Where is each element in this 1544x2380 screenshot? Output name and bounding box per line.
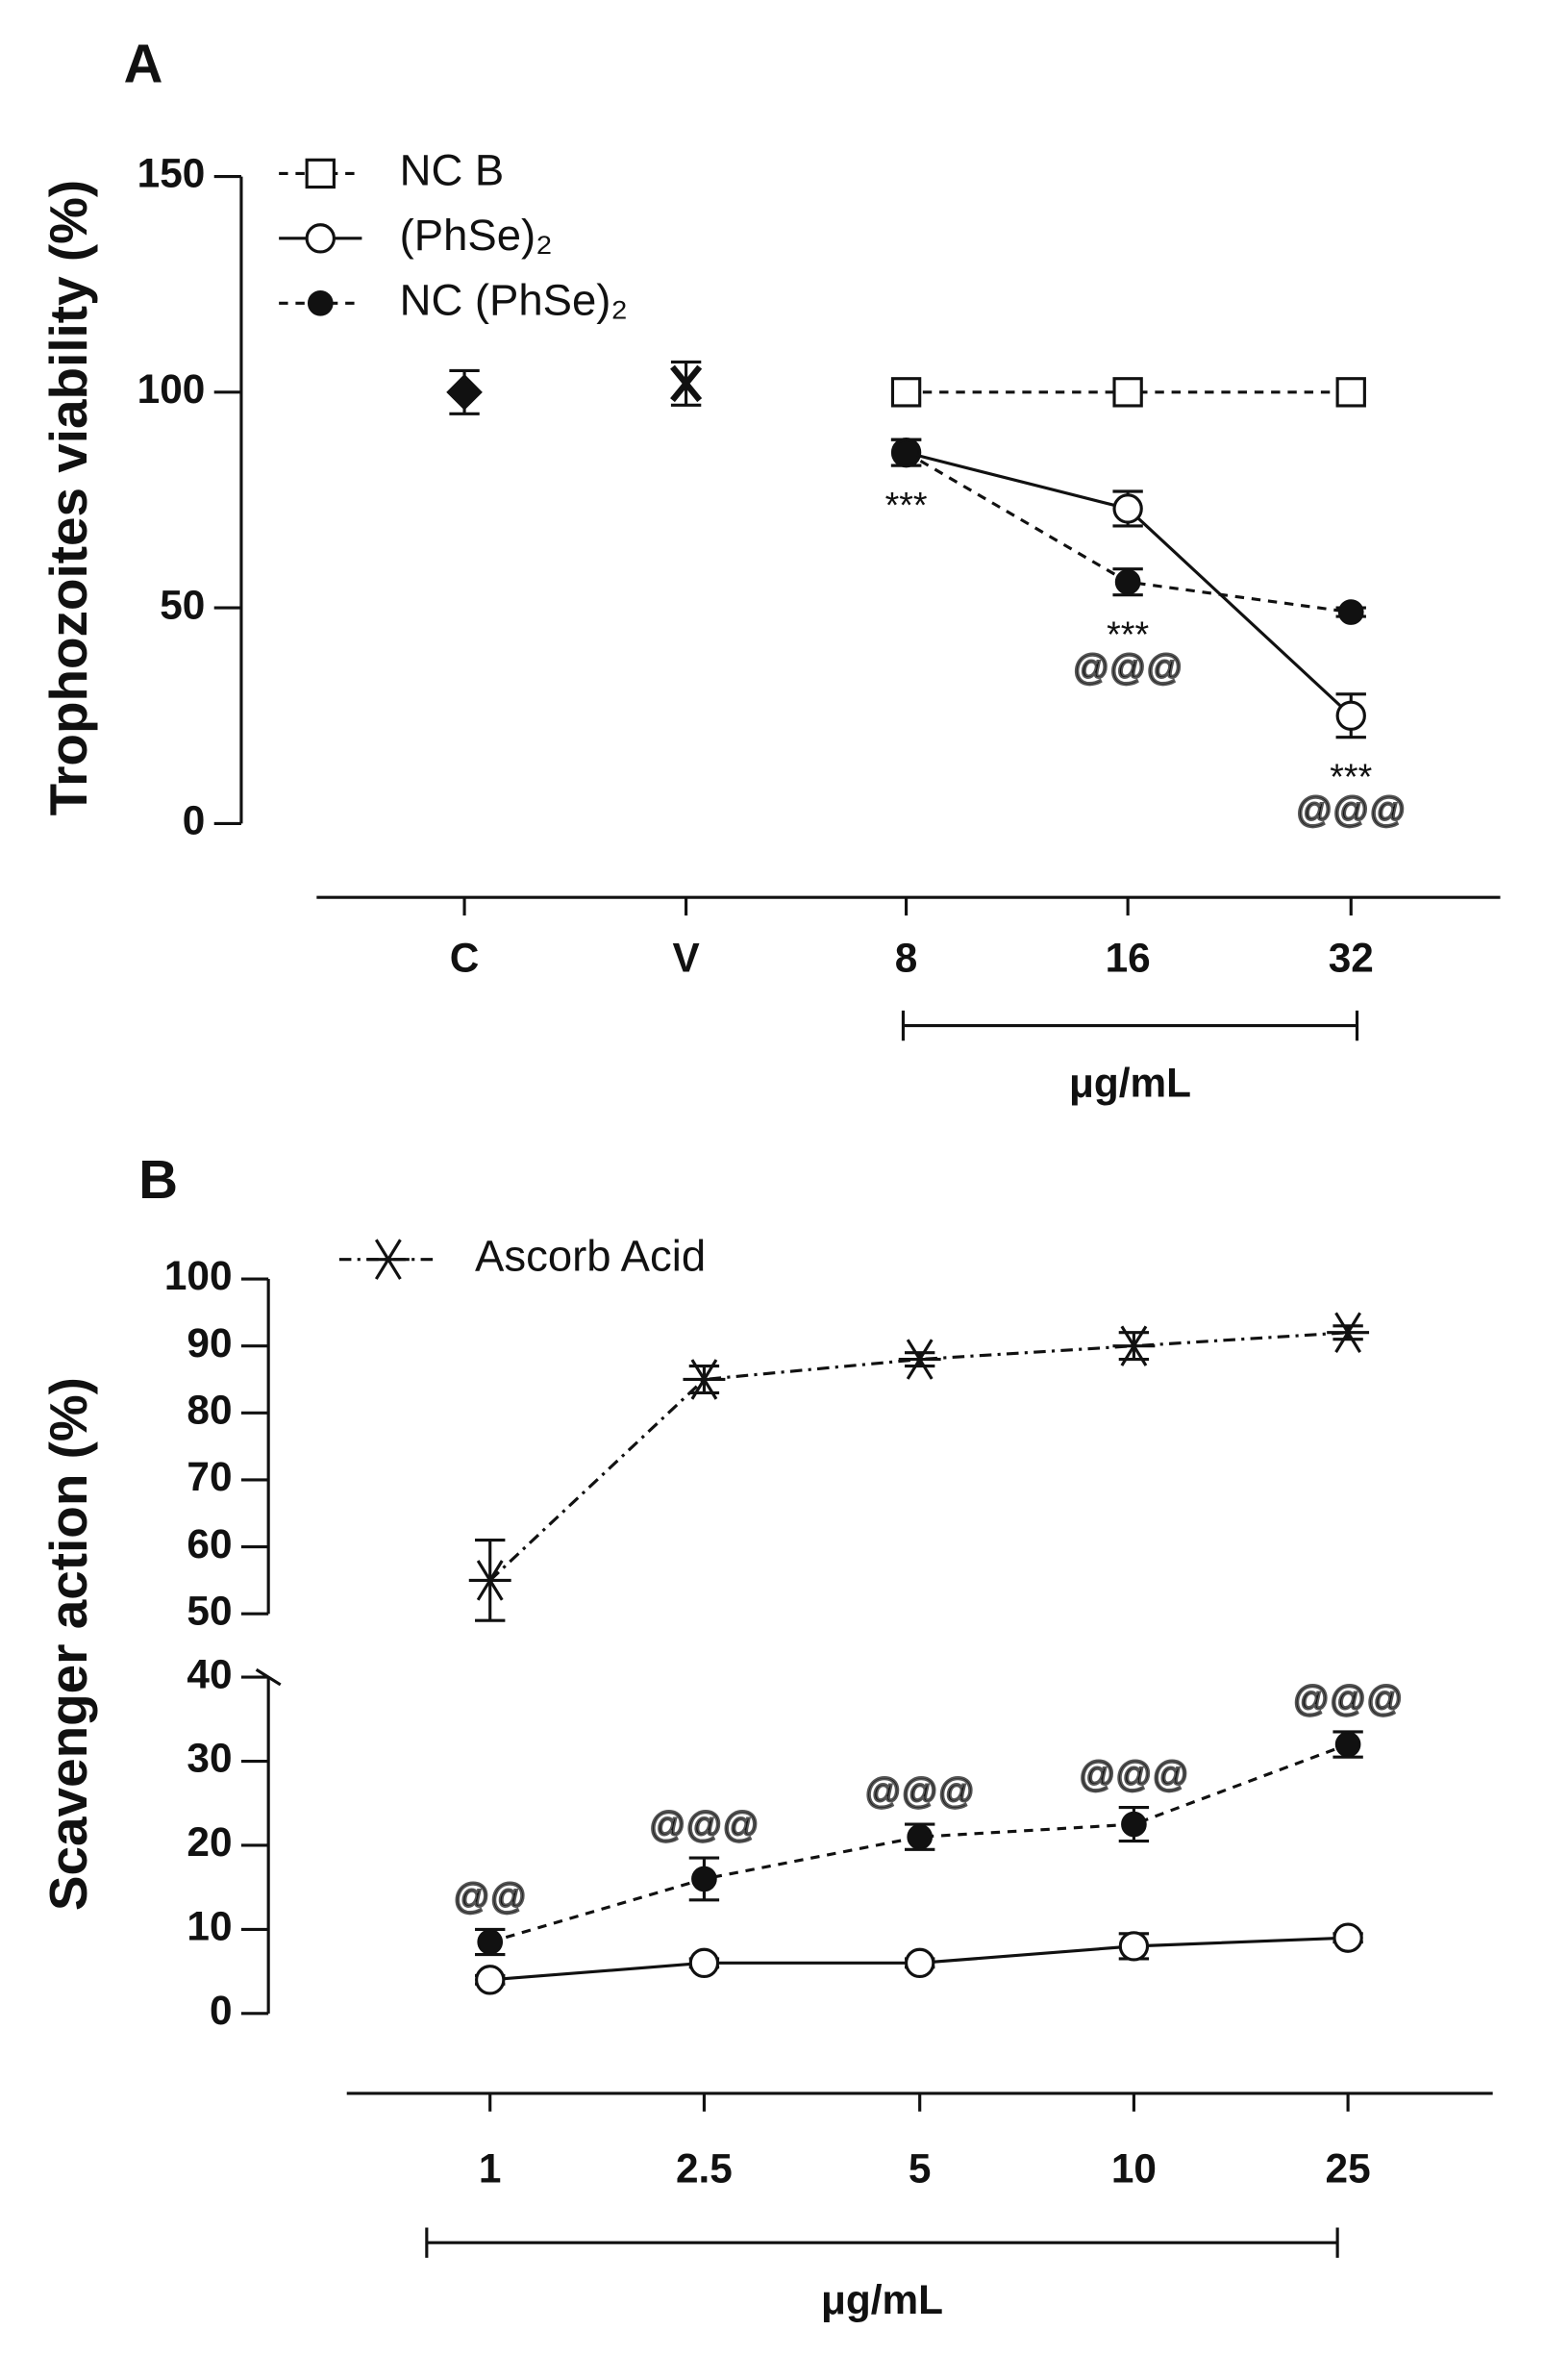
unit-bracket [425,2227,1339,2258]
x-tick-label: 1 [479,2146,502,2192]
data-point [898,1339,941,1380]
legend-marker [366,1239,410,1280]
y-tick-label: 10 [187,1904,232,1949]
data-point [477,1929,504,1955]
data-point [1112,377,1143,408]
x-tick-label: 32 [1329,935,1374,980]
y-tick-label: 150 [137,151,206,196]
data-point [1112,1325,1156,1366]
unit-bracket [901,1010,1359,1041]
data-point [1112,493,1143,524]
panel-letter: A [124,34,163,94]
data-point [1335,377,1366,408]
x-tick-label: 5 [909,2146,932,2192]
data-point [890,377,922,408]
y-axis-label: Scavenger action (%) [38,1377,98,1911]
y-tick-label: 30 [187,1736,232,1781]
axis-break [255,1667,282,1687]
annotation: @@@ [1296,789,1407,830]
x-tick-label: 8 [895,935,918,980]
data-point [475,1965,506,1995]
legend-label: Ascorb Acid [475,1232,706,1281]
data-point [688,1947,720,1979]
y-tick-label: 50 [160,582,205,627]
data-point [446,374,483,411]
y-tick-label: 40 [187,1651,232,1696]
x-tick-label: 16 [1106,935,1151,980]
y-tick-label: 60 [187,1521,232,1566]
data-point [468,1560,511,1601]
annotation: @@@ [1079,1754,1189,1794]
x-axis-label: μg/mL [821,2277,943,2322]
y-tick-label: 100 [137,366,206,412]
annotation: *** [1330,757,1372,797]
annotation: @@@ [649,1805,760,1845]
legend-marker [305,158,336,189]
data-point [670,364,703,403]
legend-label: NC B [400,145,505,194]
x-tick-label: C [450,935,480,980]
y-tick-label: 50 [187,1588,232,1633]
legend-marker [307,289,334,316]
data-point [1332,1922,1363,1953]
x-tick-label: 10 [1111,2146,1157,2192]
y-tick-label: 80 [187,1387,232,1432]
y-tick-label: 0 [183,798,206,843]
y-tick-label: 0 [210,1988,233,2033]
data-point [1114,568,1141,595]
data-point [907,1823,934,1850]
annotation: *** [885,485,928,525]
annotation: @@@ [864,1771,975,1812]
x-axis-label: μg/mL [1069,1060,1191,1105]
legend-label: NC (PhSe)₂ [400,275,628,324]
y-tick-label: 100 [164,1253,233,1298]
data-point [1121,1811,1147,1838]
legend-label: (PhSe)₂ [400,211,553,260]
annotation: @@ [454,1876,527,1917]
data-point [1118,1931,1150,1962]
y-tick-label: 90 [187,1320,232,1365]
data-point [691,1866,717,1892]
legend-marker [305,223,336,254]
x-tick-label: 2.5 [676,2146,733,2192]
data-point [1327,1312,1370,1353]
panel-letter: B [138,1149,178,1210]
x-tick-label: 25 [1326,2146,1371,2192]
data-point [893,439,919,465]
y-axis-label: Trophozoites viability (%) [38,180,98,816]
data-point [905,1947,935,1979]
x-tick-label: V [672,935,699,980]
series-line [489,1742,1349,1944]
data-point [1335,700,1366,731]
annotation: @@@ [1073,647,1183,688]
series-line [488,1331,1349,1582]
data-point [1337,599,1364,625]
y-tick-label: 20 [187,1819,232,1865]
annotation: *** [1107,614,1149,655]
annotation: @@@ [1293,1678,1404,1718]
data-point [1334,1731,1361,1758]
data-point [683,1359,726,1400]
y-tick-label: 70 [187,1454,232,1499]
